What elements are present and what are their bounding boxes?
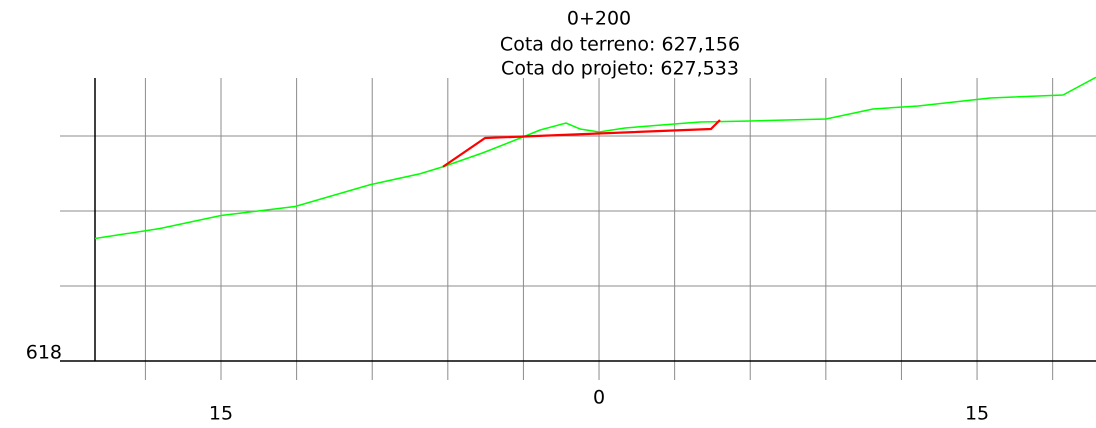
- series-line: [442, 119, 721, 168]
- station-label: 0+200: [567, 8, 631, 30]
- project-elevation: Cota do projeto: 627,533: [501, 58, 739, 80]
- x-tick-label: 15: [209, 403, 233, 425]
- x-tick-label: 15: [965, 403, 989, 425]
- y-tick-label: 618: [26, 342, 62, 364]
- x-tick-label: 0: [593, 387, 605, 409]
- series-line: [94, 76, 1096, 240]
- terrain-elevation: Cota do terreno: 627,156: [500, 34, 740, 56]
